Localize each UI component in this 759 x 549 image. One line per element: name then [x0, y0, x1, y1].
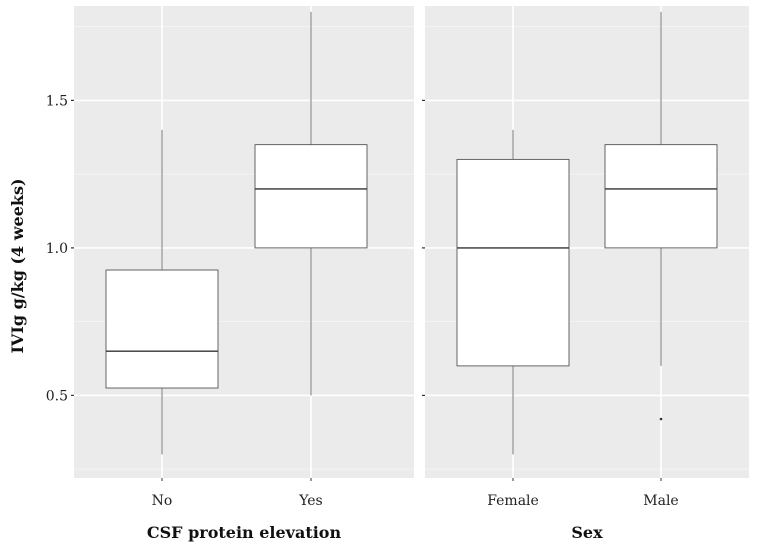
- box: [105, 269, 219, 389]
- boxplots: [105, 11, 368, 455]
- x-tick-labels: No Yes: [152, 478, 323, 509]
- y-tick-label: 0.5: [46, 388, 68, 404]
- outlier-point: [659, 417, 663, 421]
- panel-sex: Female Male Sex: [422, 6, 749, 542]
- x-tick-label: Yes: [298, 493, 323, 509]
- boxplot-male: [604, 11, 718, 421]
- y-ticks: [422, 99, 425, 396]
- y-tick-label: 1.5: [46, 93, 68, 109]
- x-tick-label: No: [152, 493, 173, 509]
- panel-csf-protein: 0.5 1.0 1.5 No Yes CSF protein elevation: [46, 6, 414, 542]
- boxplot-female: [456, 129, 570, 455]
- x-axis-title: CSF protein elevation: [147, 523, 342, 542]
- y-tick-label: 1.0: [46, 241, 68, 257]
- x-tick-label: Male: [643, 493, 678, 509]
- boxplot-yes: [254, 11, 368, 396]
- x-axis-title: Sex: [571, 523, 603, 542]
- x-tick-labels: Female Male: [487, 478, 679, 509]
- y-axis-title: IVIg g/kg (4 weeks): [8, 178, 27, 353]
- box: [254, 144, 368, 249]
- boxplots: [456, 11, 718, 455]
- box: [604, 144, 718, 249]
- box: [456, 158, 570, 367]
- x-tick-label: Female: [487, 493, 539, 509]
- boxplot-no: [105, 129, 219, 455]
- y-ticks: 0.5 1.0 1.5: [46, 93, 74, 404]
